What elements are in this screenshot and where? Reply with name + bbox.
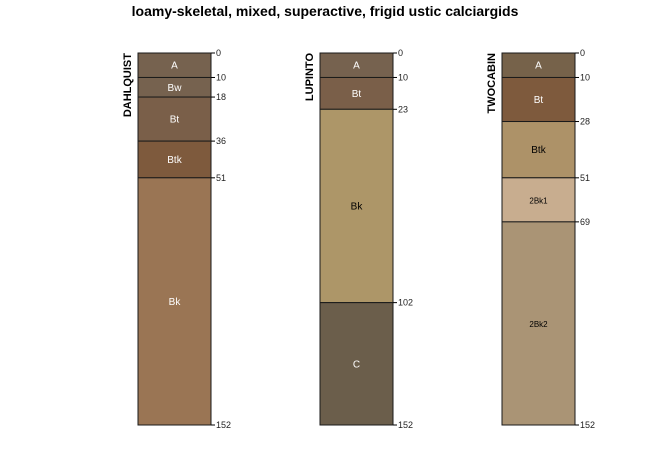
horizon-label: Bt	[170, 115, 180, 126]
profile-name: DAHLQUIST	[122, 53, 134, 117]
depth-tick: 152	[575, 420, 595, 430]
horizon-band	[137, 96, 212, 142]
horizon-label: A	[171, 61, 178, 72]
depth-tick: 10	[393, 72, 408, 82]
soil-profile-lupinto: LUPINTO A Bt Bk C 0 10 23 102 152	[304, 48, 413, 430]
horizon-label: Btk	[531, 145, 546, 156]
tick-label: 18	[216, 92, 226, 102]
horizon-label: Bw	[168, 83, 183, 94]
horizon-band	[501, 52, 576, 78]
depth-tick: 51	[211, 173, 226, 183]
horizon-band	[501, 221, 576, 426]
depth-tick: 10	[575, 72, 590, 82]
horizon-bt: Bt	[501, 76, 576, 123]
depth-tick: 0	[393, 48, 403, 58]
tick-label: 10	[216, 72, 226, 82]
horizon-band	[137, 177, 212, 426]
depth-tick: 10	[211, 72, 226, 82]
tick-label: 152	[580, 420, 595, 430]
horizon-band	[501, 76, 576, 123]
horizon-bt: Bt	[137, 96, 212, 142]
depth-tick: 28	[575, 117, 590, 127]
tick-label: 28	[580, 117, 590, 127]
tick-label: 152	[216, 420, 231, 430]
figure-title: loamy-skeletal, mixed, superactive, frig…	[131, 3, 519, 19]
depth-tick: 51	[575, 173, 590, 183]
tick-label: 36	[216, 136, 226, 146]
tick-label: 0	[398, 48, 403, 58]
depth-tick: 152	[211, 420, 231, 430]
horizon-label: Bt	[352, 89, 362, 100]
horizon-bk: Bk	[137, 177, 212, 426]
horizon-label: Bk	[169, 297, 182, 308]
horizon-a: A	[501, 52, 576, 78]
depth-tick: 36	[211, 136, 226, 146]
tick-label: 0	[216, 48, 221, 58]
horizon-a: A	[137, 52, 212, 78]
horizon-2bk2: 2Bk2	[501, 221, 576, 426]
profile-name: LUPINTO	[304, 53, 316, 102]
depth-tick: 0	[575, 48, 585, 58]
horizon-a: A	[319, 52, 394, 78]
horizon-label: Btk	[167, 155, 182, 166]
horizon-label: Bt	[534, 95, 544, 106]
tick-label: 152	[398, 420, 413, 430]
tick-label: 51	[216, 173, 226, 183]
soil-profile-twocabin: TWOCABIN A Bt Btk 2Bk1 2Bk2 0 10 28 51 69 152	[486, 48, 595, 430]
depth-tick: 18	[211, 92, 226, 102]
depth-tick: 152	[393, 420, 413, 430]
horizon-band	[319, 52, 394, 78]
depth-tick: 69	[575, 217, 590, 227]
horizon-bt: Bt	[319, 76, 394, 110]
horizon-btk: Btk	[137, 140, 212, 179]
horizon-band	[501, 177, 576, 223]
tick-label: 51	[580, 173, 590, 183]
depth-tick: 23	[393, 104, 408, 114]
tick-label: 69	[580, 217, 590, 227]
tick-label: 102	[398, 298, 413, 308]
horizon-bw: Bw	[137, 76, 212, 98]
profile-name: TWOCABIN	[486, 53, 498, 114]
horizon-2bk1: 2Bk1	[501, 177, 576, 223]
horizon-label: 2Bk2	[529, 320, 548, 329]
depth-tick: 102	[393, 298, 413, 308]
horizon-btk: Btk	[501, 121, 576, 179]
horizon-label: A	[535, 61, 542, 72]
soil-profile-dahlquist: DAHLQUIST A Bw Bt Btk Bk 0 10 18 36 51 152	[122, 48, 231, 430]
horizon-label: 2Bk1	[529, 196, 548, 205]
horizon-band	[319, 302, 394, 426]
horizon-label: Bk	[351, 201, 364, 212]
horizon-c: C	[319, 302, 394, 426]
tick-label: 23	[398, 104, 408, 114]
horizon-band	[137, 52, 212, 78]
depth-tick: 0	[211, 48, 221, 58]
tick-label: 0	[580, 48, 585, 58]
horizon-bk: Bk	[319, 108, 394, 304]
horizon-label: A	[353, 61, 360, 72]
tick-label: 10	[580, 72, 590, 82]
horizon-label: C	[353, 359, 360, 370]
horizon-band	[319, 108, 394, 304]
tick-label: 10	[398, 72, 408, 82]
horizon-band	[501, 121, 576, 179]
